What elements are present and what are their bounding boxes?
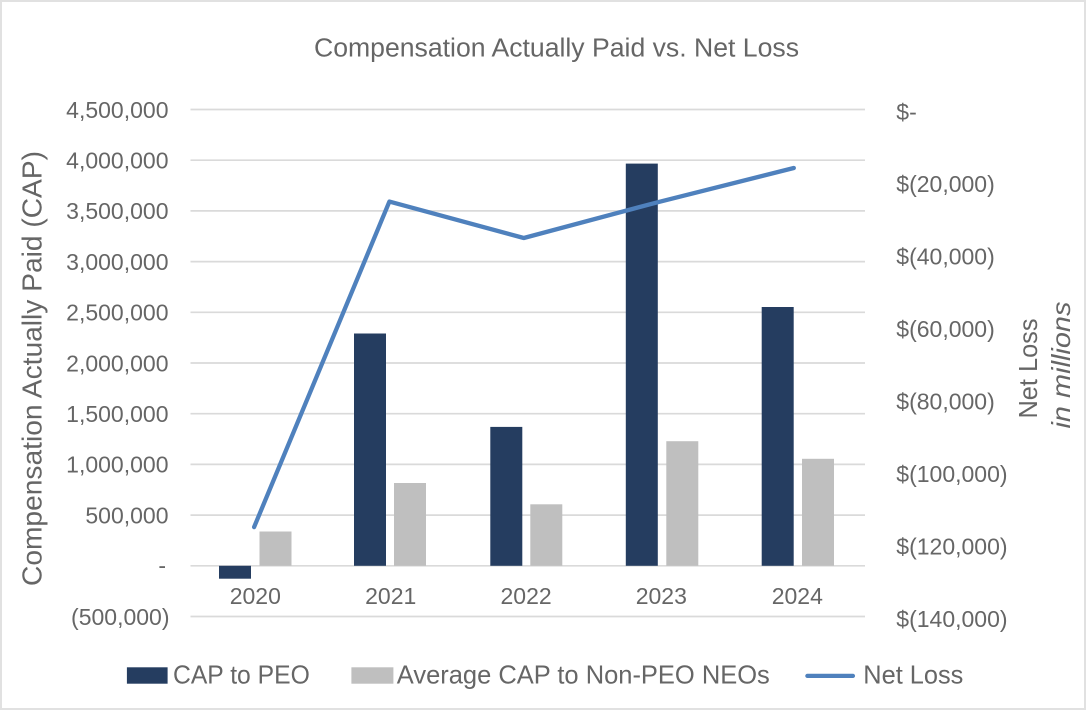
- svg-text:$(140,000): $(140,000): [896, 606, 1007, 632]
- svg-text:1,500,000: 1,500,000: [66, 401, 168, 427]
- svg-text:500,000: 500,000: [85, 502, 168, 528]
- svg-text:3,000,000: 3,000,000: [66, 249, 168, 275]
- svg-text:2,500,000: 2,500,000: [66, 300, 168, 326]
- svg-text:$(60,000): $(60,000): [896, 316, 994, 342]
- svg-text:Compensation Actually Paid (CA: Compensation Actually Paid (CAP): [17, 151, 48, 586]
- svg-text:Compensation Actually Paid vs.: Compensation Actually Paid vs. Net Loss: [314, 32, 799, 62]
- svg-text:2022: 2022: [501, 583, 552, 609]
- svg-text:4,000,000: 4,000,000: [66, 148, 168, 174]
- svg-text:in millions: in millions: [1046, 302, 1076, 429]
- svg-text:2024: 2024: [772, 583, 823, 609]
- svg-text:-: -: [158, 552, 166, 578]
- svg-text:$(80,000): $(80,000): [896, 389, 994, 415]
- svg-text:2023: 2023: [636, 583, 687, 609]
- svg-text:$(120,000): $(120,000): [896, 533, 1007, 559]
- svg-text:3,500,000: 3,500,000: [66, 198, 168, 224]
- svg-text:Net Loss: Net Loss: [1013, 319, 1043, 419]
- svg-text:$(20,000): $(20,000): [896, 171, 994, 197]
- svg-text:2021: 2021: [365, 583, 416, 609]
- svg-text:$(40,000): $(40,000): [896, 244, 994, 270]
- svg-text:Net Loss: Net Loss: [863, 660, 963, 690]
- svg-text:$-: $-: [896, 99, 916, 125]
- svg-text:Average CAP to Non-PEO NEOs: Average CAP to Non-PEO NEOs: [397, 660, 770, 690]
- svg-text:$(100,000): $(100,000): [896, 461, 1007, 487]
- svg-text:2020: 2020: [230, 583, 281, 609]
- svg-text:2,000,000: 2,000,000: [66, 350, 168, 376]
- svg-text:1,000,000: 1,000,000: [66, 452, 168, 478]
- svg-text:4,500,000: 4,500,000: [66, 97, 168, 123]
- svg-text:CAP to PEO: CAP to PEO: [173, 660, 310, 690]
- svg-text:(500,000): (500,000): [71, 604, 169, 630]
